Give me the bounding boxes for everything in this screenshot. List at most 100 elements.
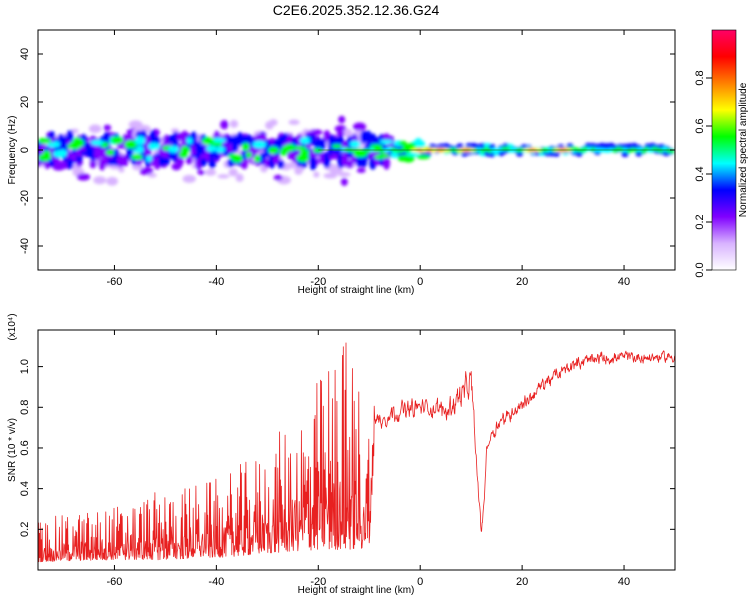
heatmap-cell [241,142,250,151]
heatmap-cell [245,151,252,159]
heatmap-x-axis-title: Height of straight line (km) [298,285,415,296]
heatmap-x-tick-label: -40 [208,276,224,288]
heatmap-cell [309,156,317,171]
snr-x-tick-label: 40 [618,576,630,588]
heatmap-cell [273,174,283,181]
heatmap-cell [402,154,415,163]
colorbar-tick-label: 0.2 [694,214,706,229]
heatmap-cell [139,169,151,175]
heatmap-cell [121,154,129,167]
heatmap-cell [208,158,216,169]
heatmap-cell [112,148,120,159]
heatmap-cell [38,137,52,144]
heatmap-cell [252,140,267,149]
heatmap-cell [197,170,205,175]
heatmap-x-tick-label: -20 [310,276,326,288]
snr-y-tick-label: 0.2 [19,522,31,537]
heatmap-cell [199,157,207,167]
heatmap-cell [356,167,366,173]
heatmap-cell [147,142,161,151]
heatmap-cell [73,137,81,144]
heatmap-y-tick-label: 0 [19,147,31,153]
snr-x-axis: -60 -40 -20 0 20 40 [106,330,630,588]
heatmap-cell [48,131,56,141]
heatmap-cell [231,142,239,153]
heatmap-cell [269,119,278,126]
heatmap-cell [334,125,347,133]
snr-y-tick-label: 1.0 [19,359,31,374]
snr-x-tick-label: -60 [106,576,122,588]
heatmap-cell [90,139,104,146]
heatmap-y-axis-title: Frequency (Hz) [7,116,18,185]
snr-series-line [38,342,675,563]
heatmap-cell [360,157,368,167]
snr-y-axis: 0.2 0.4 0.6 0.8 1.0 [19,359,675,537]
colorbar-frame [711,29,737,271]
colorbar: 0.0 0.2 0.4 0.6 0.8 Normalized spectral ampl… [694,29,749,278]
heatmap-cell [88,124,102,133]
heatmap-cell [134,136,146,146]
heatmap-cell [206,170,214,175]
snr-x-tick-label: 0 [417,576,423,588]
snr-y-tick-label: 0.8 [19,400,31,415]
heatmap-cell [206,145,217,152]
snr-y-multiplier: (x10⁴) [7,313,18,340]
snr-panel: -60 -40 -20 0 20 40 0.2 0.4 0.6 0.8 1.0 Height of… [7,313,676,596]
heatmap-cell [171,128,180,134]
heatmap-cell [398,140,407,146]
heatmap-cell [103,131,111,143]
snr-x-tick-label: -20 [310,576,326,588]
heatmap-cell [110,136,124,145]
heatmap-cell [130,154,143,161]
snr-y-tick-label: 0.4 [19,481,31,496]
heatmap-cell [66,130,74,142]
heatmap-x-tick-label: 0 [417,276,423,288]
colorbar-tick-label: 0.8 [694,70,706,85]
heatmap-cell [186,137,193,145]
heatmap-cell [253,154,261,163]
snr-y-tick-label: 0.6 [19,440,31,455]
colorbar-gradient [712,30,736,270]
heatmap-cell [323,172,338,179]
heatmap-cell [217,174,230,179]
snr-x-axis-title: Height of straight line (km) [298,585,415,596]
heatmap-cell [406,152,420,157]
heatmap-y-axis: -40 -20 0 20 40 [19,48,675,254]
heatmap-cell [340,178,348,186]
heatmap-cell [299,153,309,161]
colorbar-label: Normalized spectral amplitude [738,82,749,217]
heatmap-cell [621,151,629,158]
heatmap-cell [182,174,196,183]
heatmap-cell [346,159,354,169]
heatmap-cell [364,130,372,144]
heatmap-cell [552,150,560,157]
heatmap-marks [38,115,675,186]
heatmap-cell [128,120,143,129]
heatmap-cell [89,160,97,169]
heatmap-panel: -60 -40 -20 0 20 40 -40 -20 0 20 40 Height of str… [7,29,676,296]
heatmap-x-tick-label: -60 [106,276,122,288]
heatmap-cell [147,173,157,178]
heatmap-cell [229,119,239,128]
heatmap-cell [220,119,229,130]
heatmap-cell [76,173,91,181]
snr-x-tick-label: 20 [516,576,528,588]
colorbar-tick-label: 0.0 [694,262,706,277]
heatmap-cell [343,128,353,135]
heatmap-cell [168,145,180,153]
heatmap-cell [93,176,107,185]
heatmap-cell [279,148,287,157]
heatmap-cell [132,148,144,154]
heatmap-cell [53,150,67,158]
heatmap-cell [162,157,170,166]
heatmap-cell [105,149,115,156]
heatmap-cell [575,150,583,157]
heatmap-cell [228,168,238,177]
heatmap-cell [52,141,60,148]
snr-x-tick-label: -40 [208,576,224,588]
snr-frame [37,329,676,571]
heatmap-cell [338,115,346,124]
heatmap-cell [240,158,248,170]
heatmap-cell [416,154,431,160]
figure-title: C2E6.2025.352.12.36.G24 [273,2,440,18]
